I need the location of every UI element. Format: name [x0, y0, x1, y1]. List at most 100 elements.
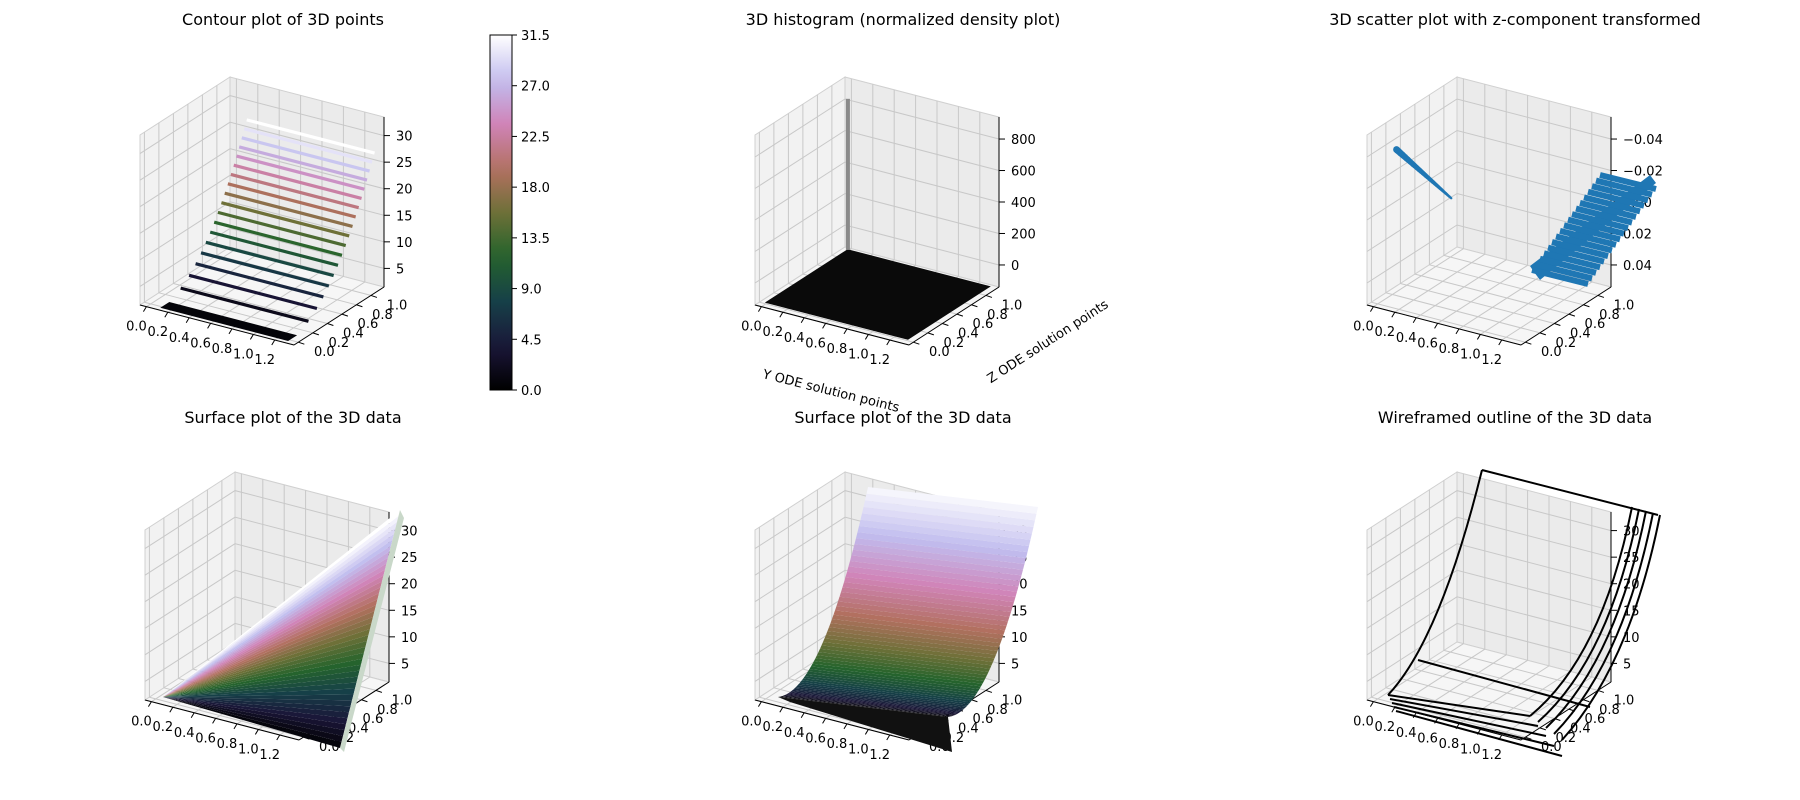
- scatter-point-row: [1579, 200, 1637, 220]
- x-tick-label: 0.0: [1353, 715, 1374, 730]
- gridline-z: [139, 95, 385, 155]
- x-tick-label: 0.8: [827, 737, 848, 752]
- wireframe-mid-line: [1417, 659, 1591, 708]
- x-tick-label: 0.4: [174, 726, 195, 741]
- z-tick-label: 20: [401, 578, 418, 593]
- surface-facet: [163, 697, 343, 742]
- x-tick: [886, 339, 891, 346]
- gridline-z: [139, 148, 385, 208]
- gridline-z: [139, 201, 385, 261]
- x-tick-label: 0.2: [147, 325, 168, 340]
- x-axis-line: [754, 304, 910, 346]
- y-tick-label: 0.6: [1585, 317, 1606, 332]
- y-tick-label: 1.0: [1002, 298, 1023, 313]
- contour-line: [220, 201, 350, 238]
- surface-facet: [824, 634, 996, 659]
- gridline-y: [172, 113, 328, 324]
- surface-facet: [863, 500, 1035, 527]
- y-axis-line: [293, 286, 385, 346]
- surface-facet: [797, 683, 969, 706]
- z-tick-label: −0.02: [1623, 165, 1663, 180]
- x-tick: [800, 712, 805, 719]
- y-tick: [327, 323, 334, 326]
- z-tick-label: 5: [396, 262, 404, 277]
- wireframe-line: [1553, 512, 1654, 735]
- x-tick-label: 0.6: [195, 731, 216, 746]
- z-tick-label: 15: [401, 604, 418, 619]
- surface-facet: [163, 697, 348, 725]
- z-tick-label: 10: [396, 236, 413, 251]
- surface-facet: [844, 577, 1016, 603]
- contour-line: [213, 220, 343, 257]
- x-tick-label: 0.8: [212, 342, 233, 357]
- x-tick-label: 0.0: [741, 320, 762, 335]
- x-tick: [185, 317, 190, 324]
- gridline-z: [1366, 569, 1612, 629]
- y-tick-label: 0.6: [1585, 712, 1606, 727]
- surface-facet: [163, 539, 393, 697]
- surface-facet: [788, 692, 960, 714]
- surface-facet: [163, 658, 363, 697]
- x-tick-label: 0.2: [762, 325, 783, 340]
- x-tick: [1498, 339, 1503, 346]
- surface-facet: [832, 614, 1004, 639]
- surface-facet: [794, 687, 966, 709]
- contour-line: [195, 262, 324, 299]
- surface-facet: [163, 697, 352, 707]
- surface-facet: [793, 688, 965, 710]
- surface-facet: [826, 631, 998, 655]
- contour-line: [200, 251, 330, 288]
- gridline-z: [754, 224, 1000, 284]
- y-axis-line: [1520, 681, 1612, 741]
- surface-facet: [847, 566, 1019, 592]
- x-tick-label: 0.6: [1417, 731, 1438, 746]
- scatter-point-row: [1583, 194, 1641, 215]
- chart-title: Contour plot of 3D points: [182, 10, 384, 29]
- wireframe-bottom-line: [1391, 702, 1547, 737]
- x-tick: [843, 723, 848, 730]
- x-tick: [1412, 317, 1417, 324]
- x-tick: [757, 701, 762, 707]
- gridline-y: [1428, 489, 1584, 701]
- surface-facet: [163, 652, 364, 697]
- x-tick: [164, 311, 169, 318]
- y-tick-label: 1.0: [392, 693, 413, 708]
- x-tick: [233, 723, 238, 730]
- contour-line: [217, 210, 347, 248]
- y-tick: [927, 332, 935, 336]
- gridline-x: [1437, 490, 1529, 719]
- y-tick-label: 0.2: [1556, 731, 1577, 746]
- surface-facet: [827, 627, 999, 651]
- colorbar-tick-label: 0.0: [521, 384, 542, 399]
- subplot-scatter: 3D scatter plot with z-component transfo…: [1329, 10, 1701, 368]
- x-tick-label: 0.6: [805, 731, 826, 746]
- surface-facet: [865, 493, 1037, 521]
- surface-facet: [866, 487, 1038, 514]
- gridline-z: [1366, 622, 1612, 682]
- x-tick-label: 1.0: [233, 347, 254, 362]
- x-tick-label: 1.2: [1481, 748, 1502, 763]
- surface-facet: [784, 694, 956, 716]
- surface-facet: [802, 678, 974, 701]
- gridline-z: [754, 98, 1000, 158]
- y-tick-label: 0.8: [987, 308, 1008, 323]
- x-tick-label: 0.8: [1439, 737, 1460, 752]
- surface-facet: [848, 561, 1020, 587]
- z-tick-label: 15: [1011, 604, 1028, 619]
- x-tick-label: 0.4: [1396, 331, 1417, 346]
- colorbar-tick-label: 22.5: [521, 130, 550, 145]
- scatter-point-row: [1535, 261, 1593, 282]
- x-tick: [757, 306, 762, 312]
- surface-facet: [841, 587, 1013, 612]
- y-tick: [1525, 736, 1532, 740]
- x-tick-label: 0.8: [1439, 342, 1460, 357]
- scatter-point-row: [1551, 239, 1609, 259]
- surface-facet: [163, 694, 354, 701]
- scatter-point-row: [1567, 216, 1625, 237]
- gridline-z: [139, 227, 385, 287]
- x-tick-label: 0.2: [152, 720, 173, 735]
- x-tick: [1369, 306, 1374, 312]
- surface-facet: [818, 648, 990, 672]
